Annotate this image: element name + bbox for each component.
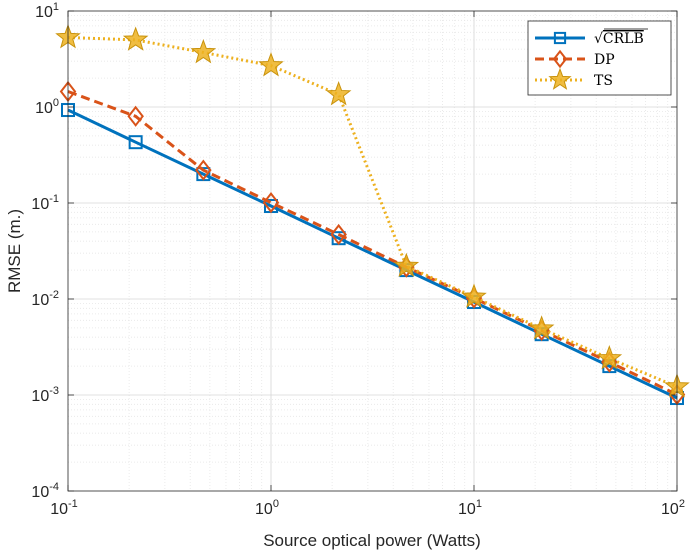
series-line-ts	[67, 35, 678, 389]
y-tick-label: 10-3	[31, 385, 59, 405]
ts-marker-star	[258, 52, 284, 77]
x-tick-label: 10-1	[50, 498, 78, 518]
y-tick-label: 101	[35, 1, 59, 21]
legend-item-ts: TS	[535, 67, 613, 90]
plot-frame	[67, 10, 678, 492]
series-line-dp	[67, 90, 678, 396]
ts-marker-star	[461, 283, 487, 308]
dp-marker-diamond	[262, 191, 280, 214]
ts-marker-star	[528, 315, 555, 340]
ts-marker-star	[325, 81, 352, 106]
x-tick-label: 100	[255, 498, 279, 518]
legend-label: TS	[594, 73, 613, 89]
legend-label: √CRLB	[594, 31, 644, 47]
dp-marker-diamond	[195, 159, 212, 181]
crlb-marker-square	[128, 135, 143, 150]
y-tick-label: 10-1	[31, 193, 59, 213]
x-tick-label: 101	[458, 498, 482, 518]
crlb-marker-square	[553, 31, 567, 45]
dp-marker-diamond	[552, 49, 568, 69]
dp-marker-diamond	[330, 223, 347, 246]
dp-marker-diamond	[127, 105, 144, 127]
legend-item-dp: DP	[535, 49, 615, 69]
y-axis-label: RMSE (m.)	[5, 209, 24, 293]
x-tick-label: 102	[661, 498, 685, 518]
y-tick-label: 100	[35, 97, 59, 117]
y-tick-label: 10-4	[31, 481, 59, 501]
ts-marker-star	[548, 67, 572, 90]
legend: √CRLB DP TS	[527, 20, 672, 96]
axes: 10-1 100 101 102 10-4 10-3 10-2 10-1 100 101	[31, 1, 685, 518]
series-layer	[55, 24, 690, 406]
ts-marker-star	[596, 345, 623, 370]
ts-marker-star	[393, 252, 420, 278]
y-tick-label: 10-2	[31, 289, 59, 309]
x-axis-label: Source optical power (Watts)	[263, 531, 481, 550]
ts-marker-star	[190, 39, 217, 64]
legend-item-crlb: √CRLB	[535, 28, 648, 47]
series-line-crlb	[67, 108, 678, 400]
legend-label: DP	[594, 52, 615, 68]
legend-items: √CRLB DP TS	[535, 28, 648, 90]
ts-marker-star	[122, 26, 149, 51]
